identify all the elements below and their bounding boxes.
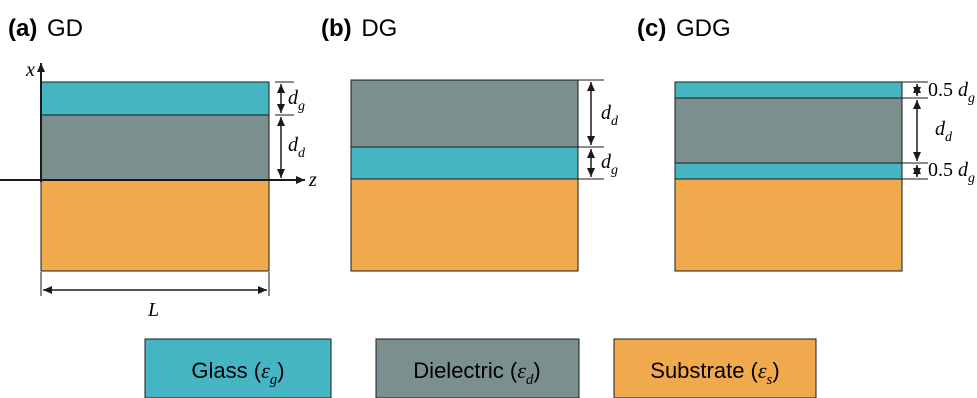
panel-a-name: GD — [47, 15, 83, 42]
panel-c-top-glass-layer — [674, 81, 903, 99]
panel-c-dielectric-layer — [674, 97, 903, 164]
panel-c-bottom-glass-layer — [674, 162, 903, 180]
panel-c: (c) GDG 0.5 dg dd 0.5 dg — [637, 15, 975, 272]
legend-label-substrate: Substrate (εs) — [650, 358, 779, 388]
panel-c-tag: (c) — [637, 15, 666, 42]
panel-b-dielectric-layer — [350, 79, 579, 148]
panel-a-dg-label: dg — [288, 87, 305, 114]
x-axis-label: x — [25, 59, 35, 81]
panel-a-dielectric-layer — [40, 114, 270, 181]
panel-b: (b) DG dd dg — [321, 15, 619, 272]
panel-a-tag: (a) — [8, 15, 37, 42]
panel-a-glass-layer — [40, 81, 270, 116]
panel-b-substrate-layer — [350, 178, 579, 272]
panel-a: (a) GD x z dg dd L — [0, 15, 317, 321]
legend-swatch-glass — [144, 338, 332, 398]
panel-a-dd-label: dd — [288, 134, 306, 161]
panel-c-dd-label: dd — [935, 118, 953, 145]
panel-c-substrate-layer — [674, 178, 903, 272]
legend-label-dielectric: Dielectric (εd) — [413, 358, 540, 388]
svg-text:(c) GDG: (c) GDG — [637, 15, 731, 42]
panel-c-bottom-half-dg-label: 0.5 dg — [928, 159, 975, 186]
legend-item-glass: Glass (εg) — [144, 338, 332, 398]
legend: Glass (εg) Dielectric (εd) Substrate (εs… — [144, 338, 817, 398]
panel-b-name: DG — [361, 15, 397, 42]
legend-swatch-dielectric — [375, 338, 580, 398]
panel-b-glass-layer — [350, 146, 579, 180]
panel-c-top-half-dg-label: 0.5 dg — [928, 79, 975, 106]
legend-item-dielectric: Dielectric (εd) — [375, 338, 580, 398]
legend-swatch-substrate — [613, 338, 817, 398]
panel-b-tag: (b) — [321, 15, 352, 42]
length-label: L — [147, 299, 159, 321]
legend-item-substrate: Substrate (εs) — [613, 338, 817, 398]
svg-text:(a) GD: (a) GD — [8, 15, 83, 42]
z-axis-label: z — [308, 169, 317, 191]
svg-text:(b) DG: (b) DG — [321, 15, 397, 42]
panel-b-dg-label: dg — [601, 151, 618, 178]
panel-a-substrate-layer — [40, 179, 270, 272]
legend-label-glass: Glass (εg) — [191, 358, 284, 388]
panel-c-name: GDG — [676, 15, 731, 42]
panel-b-dd-label: dd — [601, 102, 619, 129]
